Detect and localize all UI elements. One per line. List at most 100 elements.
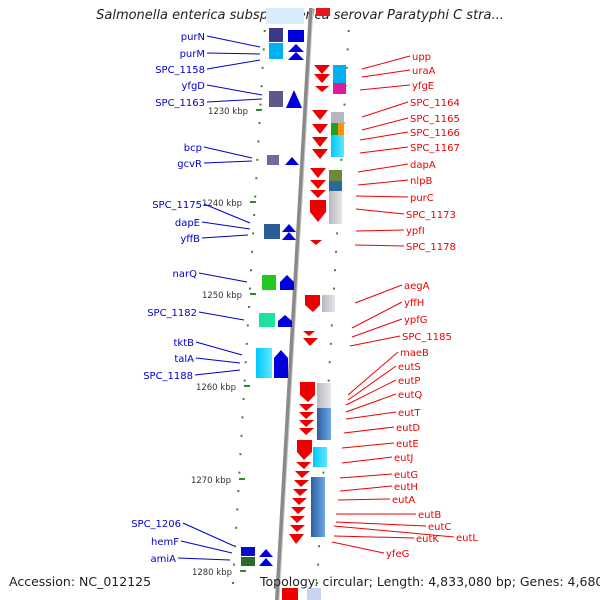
gene-arrow-down[interactable]	[310, 168, 326, 178]
gene-label-euts[interactable]: eutS	[398, 362, 421, 373]
gene-arrow-down[interactable]	[282, 588, 298, 600]
gene-label-spc-1158[interactable]: SPC_1158	[155, 65, 205, 76]
feature-box[interactable]	[331, 123, 338, 135]
feature-box[interactable]	[333, 65, 346, 83]
feature-box[interactable]	[329, 170, 342, 181]
feature-box[interactable]	[269, 28, 283, 42]
feature-box[interactable]	[241, 547, 255, 556]
gene-label-spc-1165[interactable]: SPC_1165	[410, 114, 460, 125]
gene-arrow-down[interactable]	[300, 382, 315, 402]
feature-box[interactable]	[329, 181, 342, 191]
gene-arrow-up[interactable]	[278, 315, 292, 327]
gene-label-spc-1182[interactable]: SPC_1182	[147, 308, 197, 319]
gene-label-spc-1167[interactable]: SPC_1167	[410, 143, 460, 154]
feature-box[interactable]	[333, 83, 346, 94]
gene-arrow-down[interactable]	[314, 65, 330, 83]
feature-box[interactable]	[329, 191, 342, 224]
gene-label-yfeg[interactable]: yfeG	[386, 549, 409, 560]
feature-box[interactable]	[256, 348, 272, 378]
feature-box[interactable]	[331, 112, 344, 123]
gene-label-spc-1173[interactable]: SPC_1173	[406, 210, 456, 221]
gene-label-maeb[interactable]: maeB	[400, 348, 429, 359]
feature-box[interactable]	[317, 383, 331, 408]
gene-arrow-down[interactable]	[312, 124, 328, 134]
gene-label-eutd[interactable]: eutD	[396, 423, 420, 434]
gene-label-yffb[interactable]: yffB	[180, 234, 200, 245]
gene-label-spc-1206[interactable]: SPC_1206	[131, 519, 181, 530]
gene-label-purn[interactable]: purN	[181, 32, 205, 43]
feature-box[interactable]	[269, 91, 283, 107]
gene-label-eutg[interactable]: eutG	[394, 470, 418, 481]
gene-label-upp[interactable]: upp	[412, 52, 431, 63]
gene-arrow-down[interactable]	[303, 331, 318, 346]
gene-arrow-up[interactable]	[274, 350, 288, 378]
gene-label-spc-1166[interactable]: SPC_1166	[410, 128, 460, 139]
gene-label-eute[interactable]: eutE	[396, 439, 419, 450]
gene-arrow-up[interactable]	[288, 44, 304, 60]
feature-box[interactable]	[269, 43, 283, 59]
gene-label-eutl[interactable]: eutL	[456, 533, 478, 544]
gene-label-eutc[interactable]: eutC	[428, 522, 451, 533]
gene-label-amia[interactable]: amiA	[151, 554, 177, 565]
gene-label-nlpb[interactable]: nlpB	[410, 176, 432, 187]
gene-arrow-down[interactable]	[310, 190, 326, 198]
gene-arrow-down[interactable]	[297, 440, 312, 460]
gene-label-uraa[interactable]: uraA	[412, 66, 436, 77]
gene-label-hemf[interactable]: hemF	[151, 537, 179, 548]
feature-box[interactable]	[264, 224, 280, 239]
feature-top-right[interactable]	[316, 8, 330, 16]
gene-arrow-down[interactable]	[310, 240, 322, 245]
gene-arrow-down[interactable]	[315, 86, 329, 92]
gene-arrow-up[interactable]	[280, 275, 294, 290]
feature-box[interactable]	[267, 155, 279, 165]
gene-label-eutk[interactable]: eutK	[416, 534, 439, 545]
gene-label-eutt[interactable]: eutT	[398, 408, 421, 419]
gene-label-eutq[interactable]: eutQ	[398, 390, 422, 401]
gene-arrow-up[interactable]	[286, 90, 302, 108]
gene-label-spc-1175[interactable]: SPC_1175	[152, 200, 202, 211]
gene-label-narq[interactable]: narQ	[173, 269, 198, 280]
gene-arrow-down[interactable]	[312, 137, 328, 147]
gene-arrow-down[interactable]	[289, 516, 305, 544]
gene-label-spc-1185[interactable]: SPC_1185	[402, 332, 452, 343]
gene-arrow-down[interactable]	[305, 295, 320, 312]
gene-label-bcp[interactable]: bcp	[184, 143, 202, 154]
gene-label-spc-1188[interactable]: SPC_1188	[143, 371, 193, 382]
gene-label-eutb[interactable]: eutB	[418, 510, 441, 521]
gene-label-yffh[interactable]: yffH	[404, 298, 424, 309]
gene-label-euta[interactable]: eutA	[392, 495, 415, 506]
gene-arrow-down[interactable]	[294, 462, 311, 487]
feature-box[interactable]	[311, 477, 325, 537]
gene-label-yfge[interactable]: yfgE	[412, 81, 434, 92]
gene-arrow-up[interactable]	[282, 224, 296, 240]
gene-label-tktb[interactable]: tktB	[174, 338, 195, 349]
gene-arrow-down[interactable]	[312, 149, 328, 159]
feature-box[interactable]	[322, 295, 335, 312]
gene-label-dapa[interactable]: dapA	[410, 160, 436, 171]
feature-box[interactable]	[241, 557, 255, 566]
gene-label-tala[interactable]: talA	[174, 354, 194, 365]
gene-arrow-down[interactable]	[310, 180, 326, 189]
feature-box[interactable]	[338, 123, 344, 135]
feature-box[interactable]	[317, 408, 331, 440]
feature-box[interactable]	[307, 588, 321, 600]
gene-label-purc[interactable]: purC	[410, 193, 434, 204]
gene-arrow-down[interactable]	[310, 200, 326, 222]
gene-label-spc-1163[interactable]: SPC_1163	[155, 98, 205, 109]
gene-label-gcvr[interactable]: gcvR	[177, 159, 202, 170]
gene-arrow-down[interactable]	[299, 404, 314, 435]
gene-label-purm[interactable]: purM	[180, 49, 205, 60]
feature-box[interactable]	[331, 135, 344, 157]
gene-label-yfgd[interactable]: yfgD	[182, 81, 206, 92]
gene-label-ypfi[interactable]: ypfI	[406, 226, 425, 237]
gene-label-ypfg[interactable]: ypfG	[404, 315, 428, 326]
feature-box[interactable]	[313, 447, 327, 467]
gene-label-spc-1178[interactable]: SPC_1178	[406, 242, 456, 253]
gene-label-spc-1164[interactable]: SPC_1164	[410, 98, 460, 109]
gene-label-euth[interactable]: eutH	[394, 482, 418, 493]
gene-label-dape[interactable]: dapE	[175, 218, 200, 229]
gene-arrow-down[interactable]	[312, 110, 328, 120]
gene-label-aega[interactable]: aegA	[404, 281, 430, 292]
feature-box[interactable]	[262, 275, 276, 290]
